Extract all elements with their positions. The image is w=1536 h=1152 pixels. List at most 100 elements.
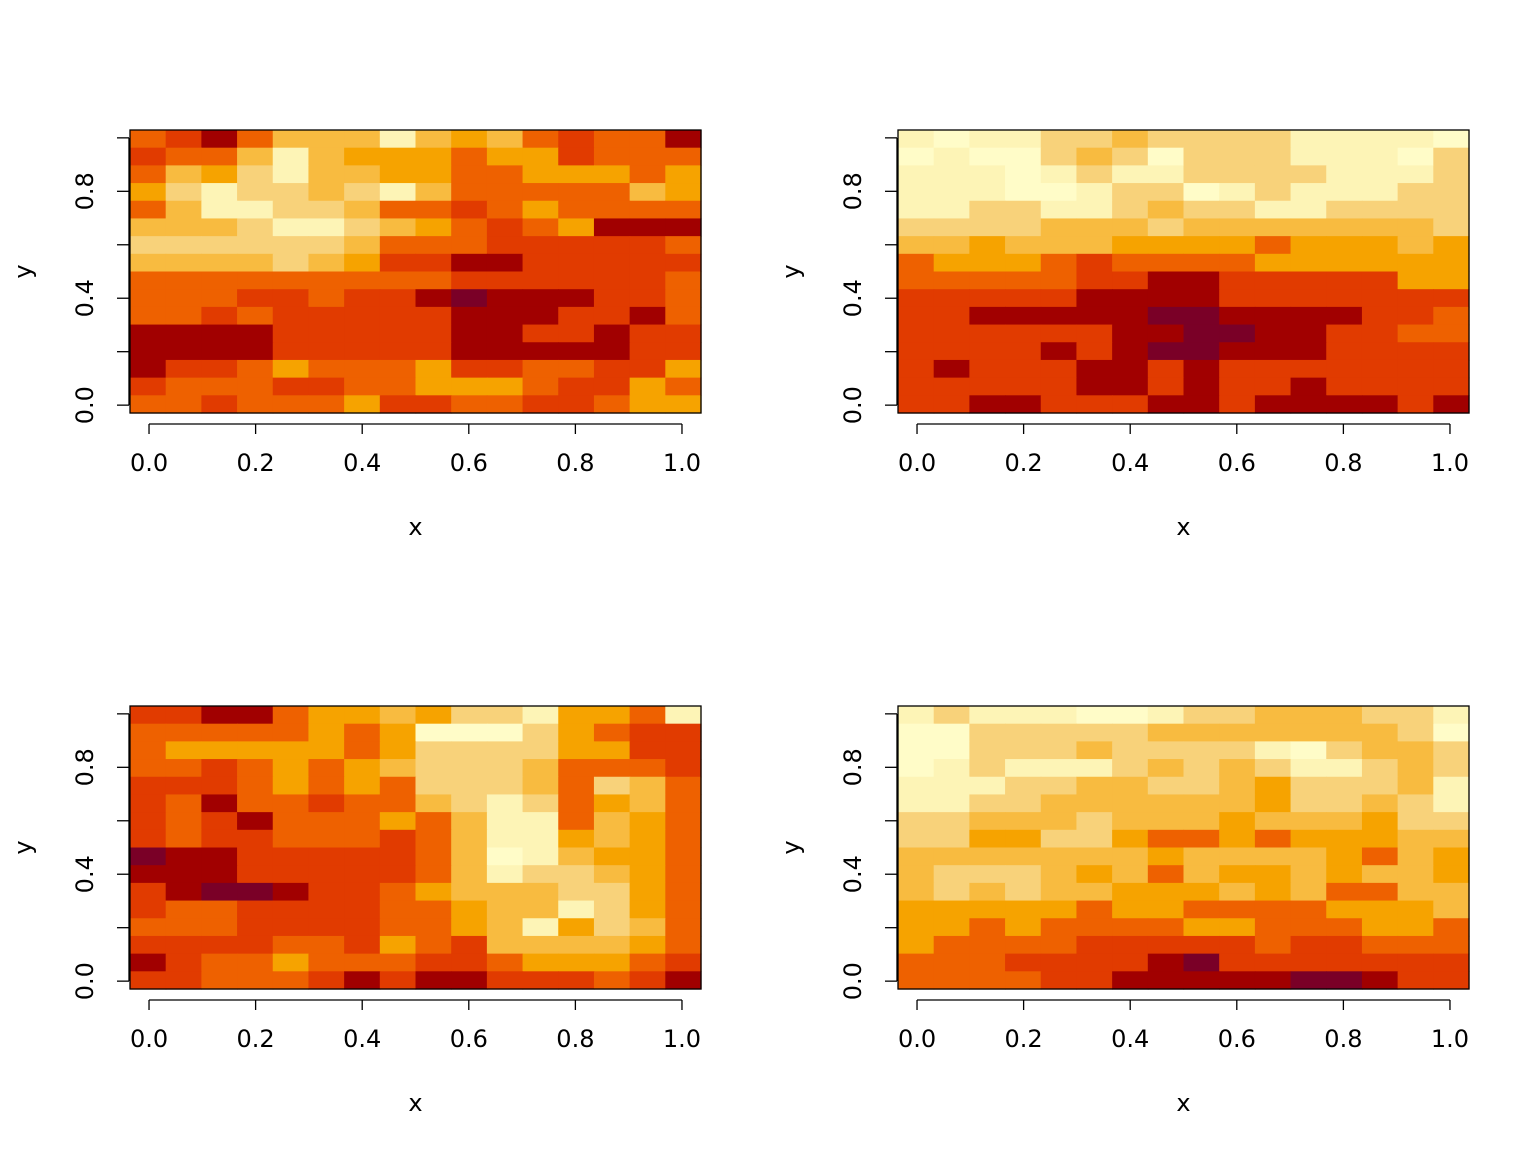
- heatmap-cell: [1326, 900, 1363, 919]
- heatmap-cell: [1147, 723, 1185, 742]
- heatmap-cell: [451, 200, 488, 220]
- heatmap-cell: [1290, 271, 1327, 290]
- heatmap-cell: [1147, 882, 1185, 902]
- heatmap-cell: [1040, 812, 1078, 831]
- heatmap-cell: [1040, 253, 1078, 273]
- heatmap-cell: [1219, 324, 1256, 343]
- heatmap-cell: [1147, 794, 1185, 813]
- heatmap-cell: [308, 741, 345, 760]
- heatmap-cell: [308, 289, 345, 308]
- heatmap-cell: [1147, 200, 1185, 220]
- heatmap-cell: [308, 147, 345, 166]
- heatmap-cell: [558, 200, 595, 220]
- heatmap-cell: [522, 847, 559, 866]
- heatmap-cell: [1147, 130, 1185, 149]
- heatmap-cell: [933, 147, 970, 166]
- heatmap-cell: [165, 289, 202, 308]
- heatmap-cell: [1005, 271, 1042, 290]
- heatmap-cell: [933, 395, 970, 414]
- heatmap-cell: [165, 971, 202, 990]
- heatmap-cell: [237, 918, 274, 937]
- heatmap-cell: [665, 253, 702, 273]
- heatmap-cell: [1290, 324, 1327, 343]
- heatmap-cell: [522, 130, 559, 149]
- heatmap-cell: [379, 741, 417, 760]
- heatmap-cell: [1397, 971, 1434, 990]
- heatmap-cell: [558, 253, 595, 273]
- heatmap-cell: [201, 306, 238, 326]
- heatmap-cell: [1397, 271, 1434, 290]
- heatmap-cell: [898, 271, 935, 290]
- heatmap-cell: [629, 342, 666, 361]
- heatmap-cell: [1290, 794, 1327, 813]
- heatmap-cell: [379, 865, 417, 884]
- heatmap-cell: [272, 706, 310, 725]
- heatmap-cell: [665, 130, 702, 149]
- heatmap-cell: [1005, 218, 1042, 237]
- heatmap-cell: [1254, 953, 1292, 972]
- heatmap-cell: [379, 253, 417, 273]
- x-tick-label: 0.8: [1324, 1025, 1362, 1053]
- heatmap-cell: [898, 359, 935, 379]
- heatmap-cell: [1361, 377, 1399, 396]
- heatmap-cell: [558, 918, 595, 937]
- heatmap-cell: [1397, 900, 1434, 919]
- heatmap-cell: [1076, 794, 1113, 813]
- heatmap-cell: [665, 953, 702, 972]
- heatmap-cell: [1254, 741, 1292, 760]
- heatmap-cell: [1005, 865, 1042, 884]
- heatmap-cell: [165, 953, 202, 972]
- heatmap-cell: [1005, 147, 1042, 166]
- heatmap-cell: [1147, 847, 1185, 866]
- heatmap-cell: [665, 882, 702, 902]
- heatmap-cell: [1254, 882, 1292, 902]
- heatmap-cell: [237, 847, 274, 866]
- heatmap-cell: [969, 935, 1006, 955]
- heatmap-cell: [272, 918, 310, 937]
- heatmap-cell: [1005, 236, 1042, 255]
- heatmap-cell: [308, 271, 345, 290]
- heatmap-cell: [272, 359, 310, 379]
- x-tick-label: 0.0: [130, 1025, 168, 1053]
- heatmap-cell: [415, 324, 452, 343]
- heatmap-cell: [1326, 359, 1363, 379]
- heatmap-cell: [486, 306, 524, 326]
- heatmap-cell: [1361, 183, 1399, 202]
- heatmap-cell: [593, 935, 631, 955]
- heatmap-cell: [1183, 953, 1220, 972]
- heatmap-cell: [451, 218, 488, 237]
- heatmap-cell: [451, 971, 488, 990]
- heatmap-cell: [130, 165, 167, 184]
- heatmap-cell: [522, 723, 559, 742]
- heatmap-cell: [1254, 253, 1292, 273]
- heatmap-cell: [201, 882, 238, 902]
- heatmap-cell: [1076, 165, 1113, 184]
- heatmap-cell: [415, 812, 452, 831]
- heatmap-cell: [451, 882, 488, 902]
- heatmap-cell: [237, 723, 274, 742]
- heatmap-cell: [237, 183, 274, 202]
- heatmap-cell: [665, 865, 702, 884]
- heatmap-cell: [1361, 165, 1399, 184]
- heatmap-cell: [933, 342, 970, 361]
- heatmap-cell: [593, 953, 631, 972]
- heatmap-cell: [1112, 971, 1149, 990]
- heatmap-cell: [308, 395, 345, 414]
- heatmap-cell: [1326, 865, 1363, 884]
- heatmap-cell: [308, 165, 345, 184]
- heatmap-cell: [308, 935, 345, 955]
- heatmap-cell: [898, 324, 935, 343]
- heatmap-cell: [1290, 953, 1327, 972]
- heatmap-cell: [593, 900, 631, 919]
- heatmap-cell: [558, 723, 595, 742]
- heatmap-cell: [665, 271, 702, 290]
- heatmap-cell: [1433, 289, 1470, 308]
- heatmap-cell: [451, 741, 488, 760]
- heatmap-cell: [933, 812, 970, 831]
- heatmap-cell: [1040, 776, 1078, 796]
- heatmap-cell: [558, 395, 595, 414]
- heatmap-cell: [237, 812, 274, 831]
- heatmap-cell: [1147, 776, 1185, 796]
- heatmap-cell: [1005, 918, 1042, 937]
- heatmap-cell: [522, 359, 559, 379]
